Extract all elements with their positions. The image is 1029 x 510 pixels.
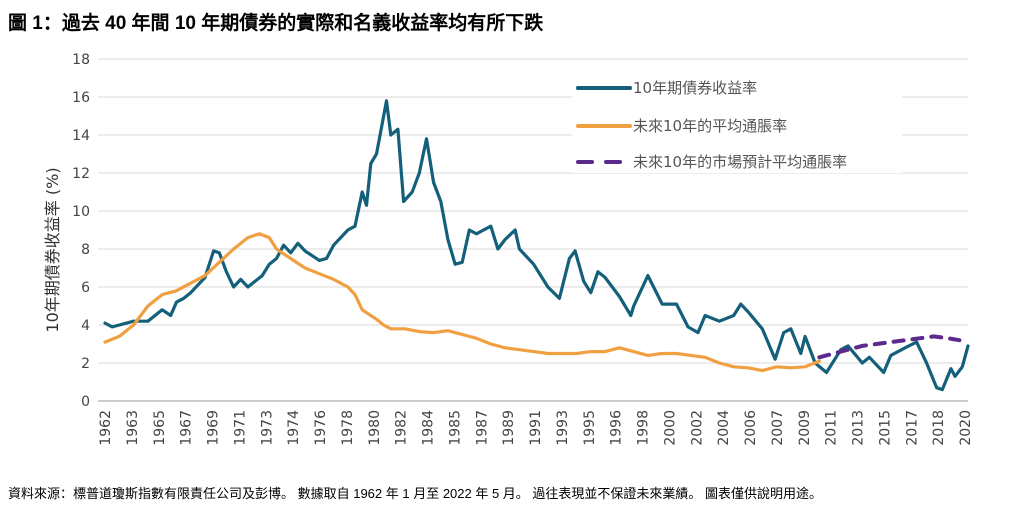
x-tick-label: 2015 <box>877 410 893 446</box>
series-line-0 <box>103 99 970 392</box>
y-tick-label: 2 <box>81 356 90 372</box>
x-tick-label: 1965 <box>152 410 168 446</box>
x-tick-label: 2004 <box>716 410 732 446</box>
x-tick-label: 1996 <box>609 410 625 446</box>
line-chart: 0 2 4 6 8 10 12 14 16 18 1962 1963 1965 1967 1969 1971 1… <box>43 52 974 446</box>
x-tick-label: 1963 <box>125 410 141 446</box>
legend-label: 未來10年的市場預計平均通脹率 <box>633 153 847 171</box>
y-tick-label: 10 <box>72 204 90 220</box>
x-tick-label: 2018 <box>931 410 947 446</box>
x-tick-label: 2006 <box>743 410 759 446</box>
x-tick-label: 1974 <box>286 410 302 446</box>
x-tick-label: 1985 <box>447 410 463 446</box>
x-tick-label: 1969 <box>206 410 222 446</box>
x-tick-label: 1980 <box>367 410 383 446</box>
y-axis-label: 10年期債券收益率 (%) <box>43 167 62 332</box>
x-tick-label: 2017 <box>904 410 920 446</box>
x-tick-label: 1976 <box>313 410 329 446</box>
x-tick-label: 1984 <box>421 410 437 446</box>
series-line-2 <box>817 334 962 360</box>
x-tick-label: 1973 <box>259 410 275 446</box>
x-tick-label: 2009 <box>797 410 813 446</box>
legend-label: 未來10年的平均通脹率 <box>633 117 787 135</box>
source-footnote: 資料來源：標普道瓊斯指數有限責任公司及彭博。 數據取自 1962 年 1 月至 … <box>8 486 823 501</box>
x-tick-label: 1991 <box>528 410 544 446</box>
x-tick-label: 2000 <box>662 410 678 446</box>
legend-background <box>572 77 902 99</box>
x-tick-label: 1987 <box>474 410 490 446</box>
legend-label: 10年期債券收益率 <box>633 79 757 97</box>
x-tick-label: 1993 <box>555 410 571 446</box>
x-tick-label: 2013 <box>851 410 867 446</box>
x-tick-label: 2020 <box>958 410 974 446</box>
x-tick-label: 1971 <box>232 410 248 446</box>
y-tick-label: 0 <box>81 394 90 410</box>
y-tick-label: 14 <box>72 128 90 144</box>
x-tick-label: 1989 <box>501 410 517 446</box>
x-tick-label: 1995 <box>582 410 598 446</box>
chart-title: 圖 1：過去 40 年間 10 年期債券的實際和名義收益率均有所下跌 <box>8 13 544 34</box>
x-tick-label: 2002 <box>689 410 705 446</box>
y-tick-label: 4 <box>81 318 90 334</box>
y-tick-label: 12 <box>72 166 90 182</box>
x-tick-label: 1982 <box>394 410 410 446</box>
legend-background <box>572 151 902 173</box>
x-tick-label: 2011 <box>824 410 840 446</box>
y-tick-label: 6 <box>81 280 90 296</box>
series-line-1 <box>103 232 821 373</box>
x-tick-label: 1962 <box>98 410 114 446</box>
y-tick-label: 16 <box>72 90 90 106</box>
legend-background <box>572 115 902 137</box>
x-tick-label: 1978 <box>340 410 356 446</box>
y-tick-label: 18 <box>72 52 90 68</box>
x-tick-label: 1967 <box>179 410 195 446</box>
x-tick-label: 2007 <box>770 410 786 446</box>
x-tick-label: 1998 <box>636 410 652 446</box>
y-tick-label: 8 <box>81 242 90 258</box>
